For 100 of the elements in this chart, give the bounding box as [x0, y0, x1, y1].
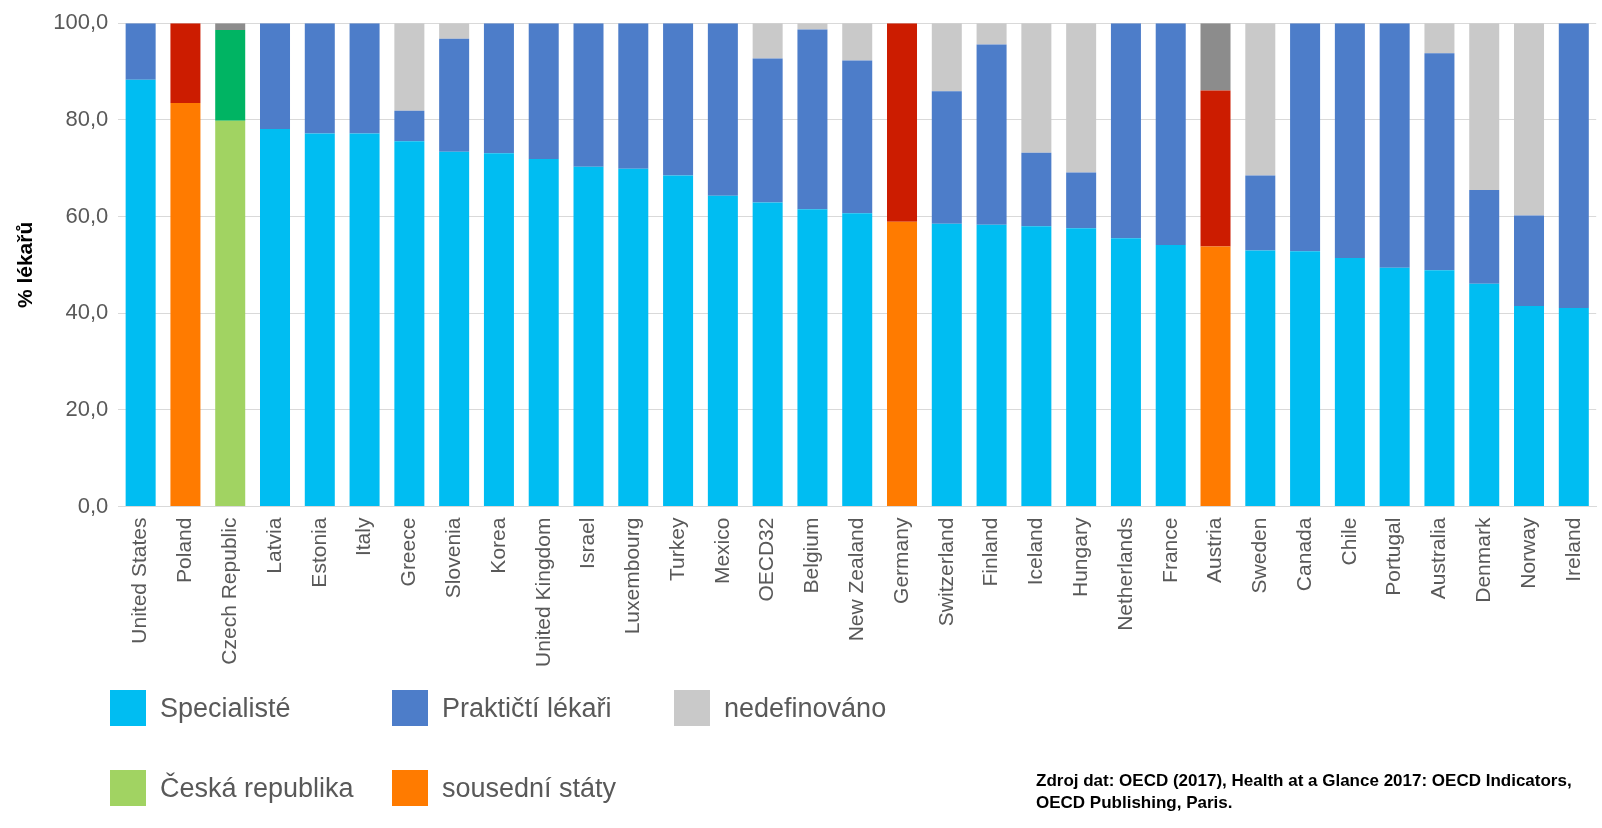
bar [1155, 245, 1186, 507]
x-tick-label: OECD32 [754, 517, 778, 602]
legend-label: Praktičtí lékaři [442, 692, 612, 724]
bar [1200, 23, 1231, 91]
text: Zdroj dat: OECD (2017), Health at a Glance 2017: OECD Indicators, OECD Publishing, Paris. [1036, 770, 1573, 815]
bar [573, 23, 604, 167]
x-tick-label: Denmark [1471, 517, 1495, 603]
legend-label: Specialisté [160, 692, 291, 724]
x-tick-label: United Kingdom [530, 517, 554, 667]
bar [1066, 172, 1097, 229]
legend-label: sousední státy [442, 772, 617, 804]
x-tick-label: Hungary [1067, 517, 1091, 597]
bar [931, 91, 962, 224]
bar [528, 23, 559, 160]
x-tick-label: Chile [1336, 517, 1360, 566]
bar [1155, 23, 1186, 246]
bar [394, 110, 425, 142]
bar [1334, 258, 1365, 507]
y-tick-label: 40,0 [65, 299, 109, 325]
bar [1424, 270, 1455, 507]
bar [1514, 215, 1545, 306]
bar [797, 209, 828, 507]
x-tick-label: Canada [1291, 517, 1315, 592]
legend-label: nedefinováno [724, 692, 887, 724]
bar [1558, 307, 1589, 507]
bar [752, 202, 783, 507]
x-tick-label: Iceland [1023, 517, 1047, 586]
bar [1424, 53, 1455, 271]
bar [349, 23, 380, 134]
bar [483, 153, 514, 507]
bar [842, 213, 873, 507]
x-tick-label: Germany [888, 517, 912, 604]
bar [483, 23, 514, 154]
bar [1514, 305, 1545, 507]
y-tick-label: 20,0 [65, 395, 109, 421]
x-tick-label: Luxembourg [620, 517, 644, 635]
y-tick-label: 60,0 [65, 202, 109, 228]
bar [573, 166, 604, 507]
bar [707, 195, 738, 507]
y-axis-title: % lékařů [13, 221, 37, 309]
bar [1290, 251, 1321, 507]
x-tick-label: Finland [978, 517, 1002, 587]
bar [439, 38, 470, 152]
bar [215, 120, 246, 507]
y-tick-label: 100,0 [53, 9, 109, 35]
x-tick-label: United States [127, 517, 151, 644]
x-tick-label: Latvia [261, 517, 285, 574]
x-tick-label: Slovenia [440, 517, 464, 599]
bar [1469, 283, 1500, 507]
x-tick-label: Portugal [1381, 517, 1405, 596]
x-tick-label: Ireland [1560, 517, 1584, 582]
bar [1469, 23, 1500, 190]
x-tick-label: Norway [1515, 517, 1539, 589]
bar [976, 23, 1007, 45]
bar [1379, 23, 1410, 268]
bar [260, 23, 291, 130]
bar [1245, 250, 1276, 507]
x-tick-label: Korea [485, 517, 509, 574]
bar [1290, 23, 1321, 252]
bar [1334, 23, 1365, 259]
x-tick-label: Turkey [664, 517, 688, 581]
x-tick-label: Belgium [799, 517, 823, 594]
bar [1245, 175, 1276, 251]
bar [797, 29, 828, 210]
bar [707, 23, 738, 196]
bar [1110, 23, 1141, 239]
bar [931, 23, 962, 92]
bar [439, 23, 470, 39]
bar [752, 23, 783, 59]
bar [976, 44, 1007, 225]
bar [1066, 23, 1097, 173]
bar [1110, 238, 1141, 507]
bar [1066, 228, 1097, 507]
bar [663, 23, 694, 176]
x-tick-label: New Zealand [844, 517, 868, 642]
bar [170, 23, 201, 103]
bar [170, 102, 201, 507]
bar [125, 23, 156, 80]
bar [618, 168, 649, 507]
bar [1514, 23, 1545, 216]
x-tick-label: Poland [172, 517, 196, 583]
bar [1021, 23, 1052, 153]
bar [304, 23, 335, 134]
x-tick-label: Australia [1426, 517, 1450, 600]
legend-label: Česká republika [160, 772, 354, 804]
x-tick-label: Sweden [1247, 517, 1271, 594]
x-tick-label: Italy [351, 517, 375, 557]
bar [215, 29, 246, 121]
x-tick-label: Austria [1202, 517, 1226, 583]
bar [1021, 152, 1052, 227]
bar [439, 151, 470, 507]
x-tick-label: France [1157, 517, 1181, 583]
bar [752, 58, 783, 203]
bar [394, 141, 425, 507]
x-tick-label: Estonia [306, 517, 330, 588]
x-tick-label: Netherlands [1112, 517, 1136, 631]
bar [349, 133, 380, 507]
bar [842, 23, 873, 61]
bar [528, 159, 559, 507]
bar [260, 129, 291, 507]
